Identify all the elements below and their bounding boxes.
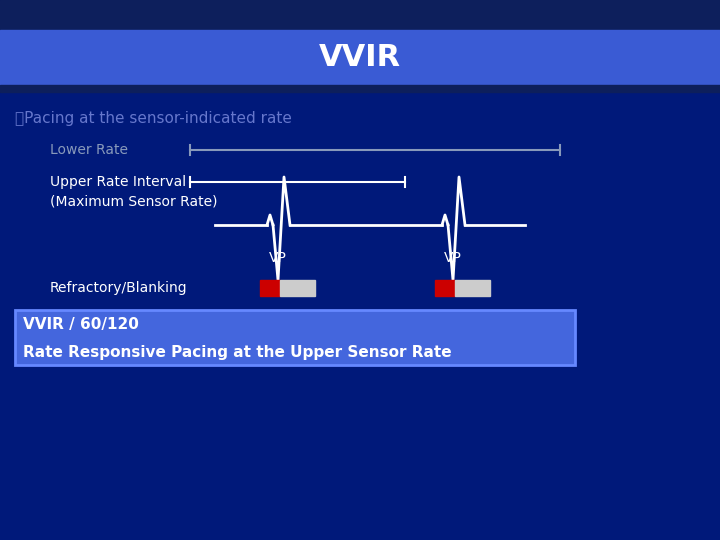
Bar: [260, 280, 280, 296]
Bar: [0, 85, 720, 92]
Text: Upper Rate Interval
(Maximum Sensor Rate): Upper Rate Interval (Maximum Sensor Rate…: [50, 176, 217, 209]
Text: VP: VP: [444, 251, 462, 265]
Text: VP: VP: [269, 251, 287, 265]
Text: VVIR: VVIR: [319, 44, 401, 72]
Bar: [280, 280, 315, 296]
Bar: [455, 280, 490, 296]
Text: Lower Rate: Lower Rate: [50, 143, 128, 157]
Text: Rate Responsive Pacing at the Upper Sensor Rate: Rate Responsive Pacing at the Upper Sens…: [23, 345, 451, 360]
FancyBboxPatch shape: [15, 310, 575, 365]
Text: ⎃Pacing at the sensor-indicated rate: ⎃Pacing at the sensor-indicated rate: [15, 111, 292, 125]
Text: VVIR / 60/120: VVIR / 60/120: [23, 316, 139, 332]
Bar: [0, 0, 720, 30]
Text: Refractory/Blanking: Refractory/Blanking: [50, 281, 188, 295]
Bar: [0, 30, 720, 85]
Bar: [435, 280, 455, 296]
